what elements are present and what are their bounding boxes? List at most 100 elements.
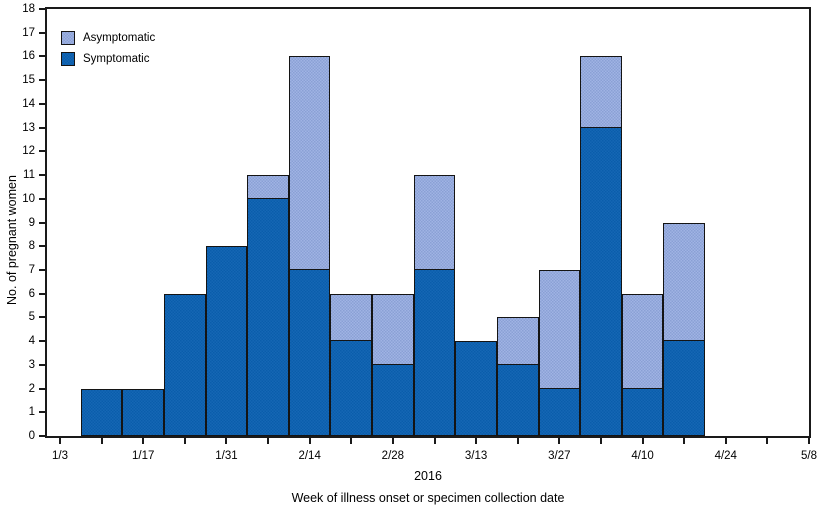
y-tick [39, 126, 45, 129]
y-tick [39, 102, 45, 105]
y-tick [39, 387, 45, 390]
x-tick-label: 2/14 [298, 450, 321, 462]
bar-segment-symptomatic [622, 387, 663, 435]
y-tick-label: 5 [28, 311, 35, 324]
y-tick [39, 340, 45, 343]
x-tick [475, 438, 478, 444]
y-tick-label: 7 [28, 263, 35, 276]
x-tick [100, 438, 103, 444]
y-tick-label: 16 [22, 50, 35, 63]
x-tick [808, 438, 810, 444]
y-tick-label: 12 [22, 145, 35, 158]
x-axis-year-label: 2016 [414, 469, 442, 483]
y-tick [39, 245, 45, 248]
bar-week-2/7 [247, 175, 289, 436]
y-tick [39, 197, 45, 200]
y-tick-label: 10 [22, 192, 35, 205]
y-tick [39, 150, 45, 153]
y-tick [39, 268, 45, 271]
x-tick [267, 438, 270, 444]
bar-segment-symptomatic [539, 387, 580, 435]
y-tick-label: 11 [23, 169, 35, 182]
x-tick-label: 3/13 [464, 450, 488, 462]
x-tick [391, 438, 394, 444]
bar-week-2/21 [330, 293, 373, 436]
bar-segment-symptomatic [289, 268, 330, 435]
x-tick [183, 438, 186, 444]
bar-segment-symptomatic [373, 363, 413, 435]
y-tick-label: 3 [28, 358, 35, 371]
bar-week-2/14 [288, 56, 331, 436]
bar-week-4/10 [621, 293, 664, 436]
x-tick [724, 438, 727, 444]
bar-week-3/13 [455, 341, 497, 436]
y-tick-label: 0 [28, 430, 35, 442]
legend-item-asymptomatic: Asymptomatic [61, 31, 155, 45]
x-tick-label: 2/28 [381, 450, 405, 462]
y-tick [39, 8, 45, 10]
bar-segment-symptomatic [248, 197, 288, 435]
legend-swatch-asymptomatic-icon [61, 31, 75, 45]
y-tick [39, 221, 45, 224]
x-tick [225, 438, 228, 444]
x-tick-label: 4/24 [714, 450, 737, 462]
bar-week-1/31 [205, 246, 248, 436]
x-tick-label: 3/27 [548, 450, 571, 462]
y-tick-label: 2 [28, 382, 35, 395]
x-tick-label: 1/31 [215, 450, 238, 462]
y-tick-label: 6 [28, 287, 35, 300]
y-tick [39, 79, 45, 82]
x-tick [683, 438, 686, 444]
y-tick-label: 4 [28, 335, 35, 348]
x-tick-label: 1/17 [132, 450, 155, 462]
x-tick-label: 1/3 [52, 450, 68, 462]
x-tick [641, 438, 644, 444]
y-tick-label: 8 [28, 240, 35, 253]
legend-label-asymptomatic: Asymptomatic [83, 31, 156, 44]
bar-segment-symptomatic [581, 126, 621, 435]
y-tick-label: 18 [22, 3, 35, 15]
y-tick [39, 363, 45, 366]
y-tick-label: 9 [28, 216, 35, 229]
x-tick [142, 438, 145, 444]
x-tick-label: 4/10 [631, 450, 654, 462]
bar-week-3/6 [413, 175, 456, 436]
legend: Asymptomatic Symptomatic [61, 31, 155, 73]
y-tick-label: 13 [22, 121, 35, 134]
y-tick [39, 292, 45, 295]
x-axis-title: Week of illness onset or specimen collec… [291, 491, 565, 505]
x-tick [516, 438, 519, 444]
legend-item-symptomatic: Symptomatic [61, 52, 155, 66]
bar-week-3/20 [496, 317, 539, 436]
y-tick-label: 15 [22, 74, 35, 87]
legend-swatch-symptomatic-icon [61, 52, 75, 66]
x-tick [59, 438, 61, 444]
y-tick [39, 316, 45, 319]
y-tick-label: 17 [22, 26, 35, 39]
x-tick [433, 438, 436, 444]
y-tick [39, 31, 45, 34]
y-tick-label: 1 [28, 406, 35, 419]
bar-segment-symptomatic [664, 340, 704, 435]
x-tick [350, 438, 353, 444]
bar-week-4/17 [663, 222, 705, 436]
y-tick-label: 14 [22, 97, 35, 110]
bar-week-3/27 [538, 269, 581, 436]
y-tick [39, 55, 45, 58]
x-tick-label: 5/8 [801, 450, 817, 462]
x-tick [308, 438, 311, 444]
y-tick [39, 174, 45, 177]
bar-week-1/24 [164, 293, 206, 436]
bar-segment-symptomatic [414, 268, 455, 435]
x-tick [766, 438, 769, 444]
x-tick [558, 438, 561, 444]
y-tick [39, 435, 45, 437]
bar-week-1/10 [80, 388, 123, 436]
legend-label-symptomatic: Symptomatic [83, 52, 150, 65]
plot-area: Asymptomatic Symptomatic 0 1 2 3 4 5 6 7 8 9 10 11 1… [22, 3, 817, 462]
bar-segment-symptomatic [497, 363, 538, 435]
x-tick [599, 438, 602, 444]
bar-week-2/28 [372, 293, 414, 436]
bar-week-1/17 [122, 388, 165, 436]
